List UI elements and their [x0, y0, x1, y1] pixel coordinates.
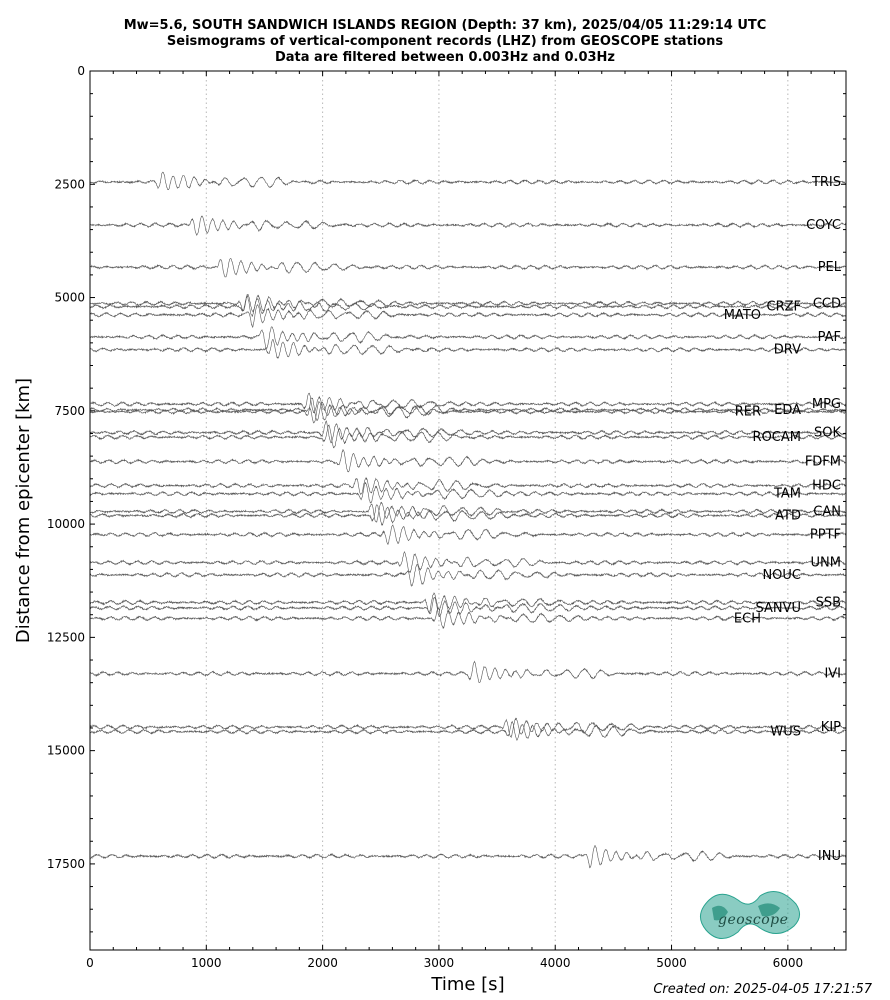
- trace-eda: [90, 397, 846, 422]
- y-axis-label: Distance from epicenter [km]: [13, 378, 34, 643]
- trace-crzf: [90, 293, 846, 318]
- station-label-pel: PEL: [818, 260, 842, 275]
- station-label-drv: DRV: [774, 343, 801, 358]
- trace-sok: [90, 420, 846, 444]
- y-tick-label-12500: 12500: [47, 630, 85, 644]
- y-tick-label-2500: 2500: [54, 177, 85, 191]
- station-label-pptf: PPTF: [810, 528, 841, 543]
- trace-inu: [90, 845, 846, 869]
- station-label-unm: UNM: [811, 556, 841, 571]
- station-label-nouc: NOUC: [762, 568, 801, 583]
- x-tick-label-2000: 2000: [307, 956, 338, 970]
- y-tick-label-5000: 5000: [54, 291, 85, 305]
- x-tick-label-0: 0: [86, 956, 94, 970]
- station-label-can: CAN: [813, 504, 841, 519]
- station-label-ssb: SSB: [816, 595, 841, 610]
- trace-drv: [90, 338, 846, 359]
- station-label-paf: PAF: [818, 330, 841, 345]
- chart-title-line-2: Seismograms of vertical-component record…: [166, 34, 724, 49]
- trace-mpg: [90, 392, 846, 414]
- trace-tam: [90, 482, 846, 504]
- x-tick-label-4000: 4000: [540, 956, 571, 970]
- x-axis-label: Time [s]: [430, 974, 504, 995]
- trace-tris: [90, 171, 846, 191]
- station-label-mpg: MPG: [812, 397, 841, 412]
- station-label-rocam: ROCAM: [753, 430, 801, 445]
- x-tick-label-6000: 6000: [773, 956, 804, 970]
- station-label-rer: RER: [735, 405, 761, 420]
- station-label-tris: TRIS: [811, 175, 841, 190]
- y-tick-label-15000: 15000: [47, 744, 85, 758]
- station-label-crzf: CRZF: [767, 300, 802, 315]
- trace-rocam: [90, 424, 846, 449]
- y-tick-label-7500: 7500: [54, 404, 85, 418]
- station-label-sanvu: SANVU: [755, 601, 801, 616]
- trace-mato: [90, 303, 846, 328]
- station-label-wus: WUS: [770, 725, 801, 740]
- trace-nouc: [90, 563, 846, 587]
- trace-ech: [90, 607, 846, 629]
- trace-ssb: [90, 592, 846, 615]
- station-labels: TRIS COYC PEL CCD CRZF MATO PAF DRV MPG EDA RER SOK…: [724, 175, 842, 864]
- trace-paf: [90, 326, 846, 350]
- y-tick-label-0: 0: [77, 64, 85, 78]
- trace-wus: [90, 720, 846, 741]
- trace-coyc: [90, 215, 846, 236]
- station-label-atd: ATD: [775, 508, 801, 523]
- station-label-hdc: HDC: [812, 479, 841, 494]
- trace-rer: [90, 400, 846, 424]
- station-label-ivi: IVI: [824, 667, 841, 682]
- station-label-ccd: CCD: [813, 296, 841, 311]
- x-tick-label-1000: 1000: [191, 956, 222, 970]
- trace-hdc: [90, 476, 846, 496]
- created-timestamp: Created on: 2025-04-05 17:21:57: [653, 982, 872, 997]
- x-tick-label-5000: 5000: [656, 956, 687, 970]
- globe-icon: [700, 891, 800, 939]
- station-label-coyc: COYC: [806, 218, 841, 233]
- x-tick-label-3000: 3000: [424, 956, 455, 970]
- station-label-mato: MATO: [724, 308, 761, 323]
- chart-title-line-1: Mw=5.6, SOUTH SANDWICH ISLANDS REGION (D…: [123, 18, 767, 33]
- traces-group: [90, 171, 846, 869]
- trace-sanvu: [90, 596, 846, 617]
- station-label-sok: SOK: [814, 426, 841, 441]
- trace-atd: [90, 504, 846, 526]
- trace-kip: [90, 717, 846, 739]
- trace-can: [90, 501, 846, 523]
- trace-pel: [90, 258, 846, 278]
- station-label-kip: KIP: [821, 720, 841, 735]
- geoscope-logo: geoscope: [698, 886, 808, 942]
- trace-fdfm: [90, 448, 846, 473]
- logo-wordmark: geoscope: [718, 912, 789, 928]
- trace-ivi: [90, 660, 846, 683]
- station-label-ech: ECH: [734, 611, 761, 626]
- chart-title-line-3: Data are filtered between 0.003Hz and 0.…: [274, 50, 616, 65]
- plot-frame: [89, 70, 847, 951]
- y-tick-label-10000: 10000: [47, 517, 85, 531]
- trace-ccd: [90, 293, 846, 313]
- trace-pptf: [90, 524, 846, 545]
- y-tick-label-17500: 17500: [47, 857, 85, 871]
- station-label-inu: INU: [818, 849, 841, 864]
- trace-unm: [90, 551, 846, 574]
- station-label-tam: TAM: [773, 487, 801, 502]
- station-label-fdfm: FDFM: [805, 455, 841, 470]
- station-label-eda: EDA: [774, 403, 801, 418]
